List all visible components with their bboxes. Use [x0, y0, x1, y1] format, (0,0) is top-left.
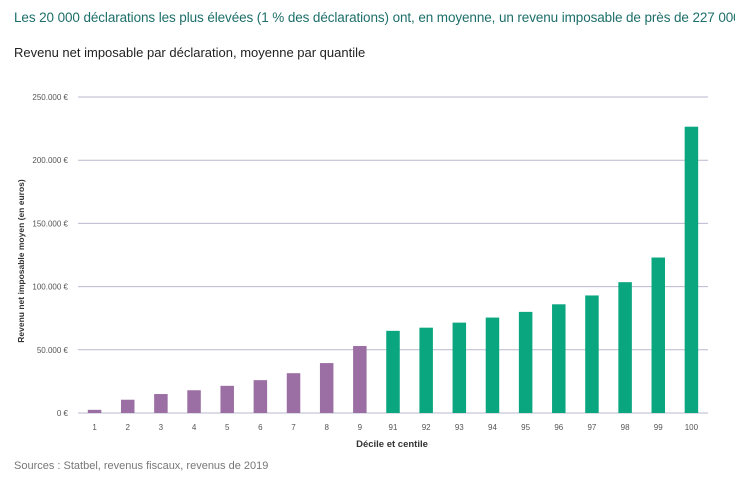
x-tick-label: 2: [126, 423, 131, 432]
x-tick-label: 99: [654, 423, 663, 432]
x-tick-label: 91: [389, 423, 398, 432]
headline: Les 20 000 déclarations les plus élevées…: [14, 10, 735, 25]
bar-98: [618, 282, 632, 413]
x-tick-label: 92: [422, 423, 431, 432]
x-axis-ticks: 1 2 3 4 5 6 7 8 9 91 92 93 94 95 96 97 98 99 100: [92, 423, 698, 432]
x-tick-label: 95: [521, 423, 530, 432]
x-tick-label: 94: [488, 423, 497, 432]
x-tick-label: 9: [358, 423, 363, 432]
x-tick-label: 100: [685, 423, 699, 432]
y-tick-label: 250.000 €: [32, 93, 68, 102]
bar-91: [386, 330, 400, 413]
chart-subtitle: Revenu net imposable par déclaration, mo…: [14, 45, 366, 60]
y-tick-label: 0 €: [57, 409, 69, 418]
x-tick-label: 97: [587, 423, 596, 432]
bar-99: [651, 257, 666, 413]
x-axis-label: Décile et centile: [356, 439, 428, 450]
x-tick-label: 3: [159, 423, 164, 432]
bar-97: [585, 295, 599, 413]
x-tick-label: 93: [455, 423, 464, 432]
y-tick-label: 50.000 €: [37, 346, 69, 355]
bar-5: [220, 385, 234, 413]
bar-1: [87, 409, 102, 413]
x-tick-label: 5: [225, 423, 230, 432]
income-bar-chart: 0 €50.000 €100.000 €150.000 €200.000 €25…: [16, 93, 708, 450]
bar-100: [684, 126, 699, 414]
bar-8: [319, 363, 334, 413]
y-tick-label: 200.000 €: [32, 156, 68, 165]
source-note: Sources : Statbel, revenus fiscaux, reve…: [14, 460, 269, 472]
bar-7: [286, 373, 301, 413]
x-tick-label: 7: [291, 423, 296, 432]
x-tick-label: 96: [554, 423, 563, 432]
x-tick-label: 98: [621, 423, 630, 432]
bar-9: [353, 346, 367, 413]
x-tick-label: 8: [324, 423, 329, 432]
bar-92: [419, 327, 433, 413]
bar-2: [120, 399, 135, 413]
bar-96: [552, 304, 566, 413]
grid-lines: [78, 96, 708, 414]
y-tick-label: 150.000 €: [32, 219, 68, 228]
bars: [87, 126, 699, 414]
bar-95: [518, 311, 533, 413]
bar-94: [485, 317, 500, 413]
x-tick-label: 4: [192, 423, 197, 432]
y-axis-label: Revenu net imposable moyen (en euros): [16, 179, 26, 343]
bar-6: [253, 380, 268, 413]
x-tick-label: 6: [258, 423, 263, 432]
bar-3: [154, 394, 168, 413]
x-tick-label: 1: [92, 423, 97, 432]
y-tick-label: 100.000 €: [32, 283, 68, 292]
bar-93: [452, 322, 467, 413]
bar-4: [187, 390, 201, 413]
y-axis-ticks: 0 € 50.000 € 100.000 € 150.000 € 200.000 € 25…: [32, 93, 68, 418]
